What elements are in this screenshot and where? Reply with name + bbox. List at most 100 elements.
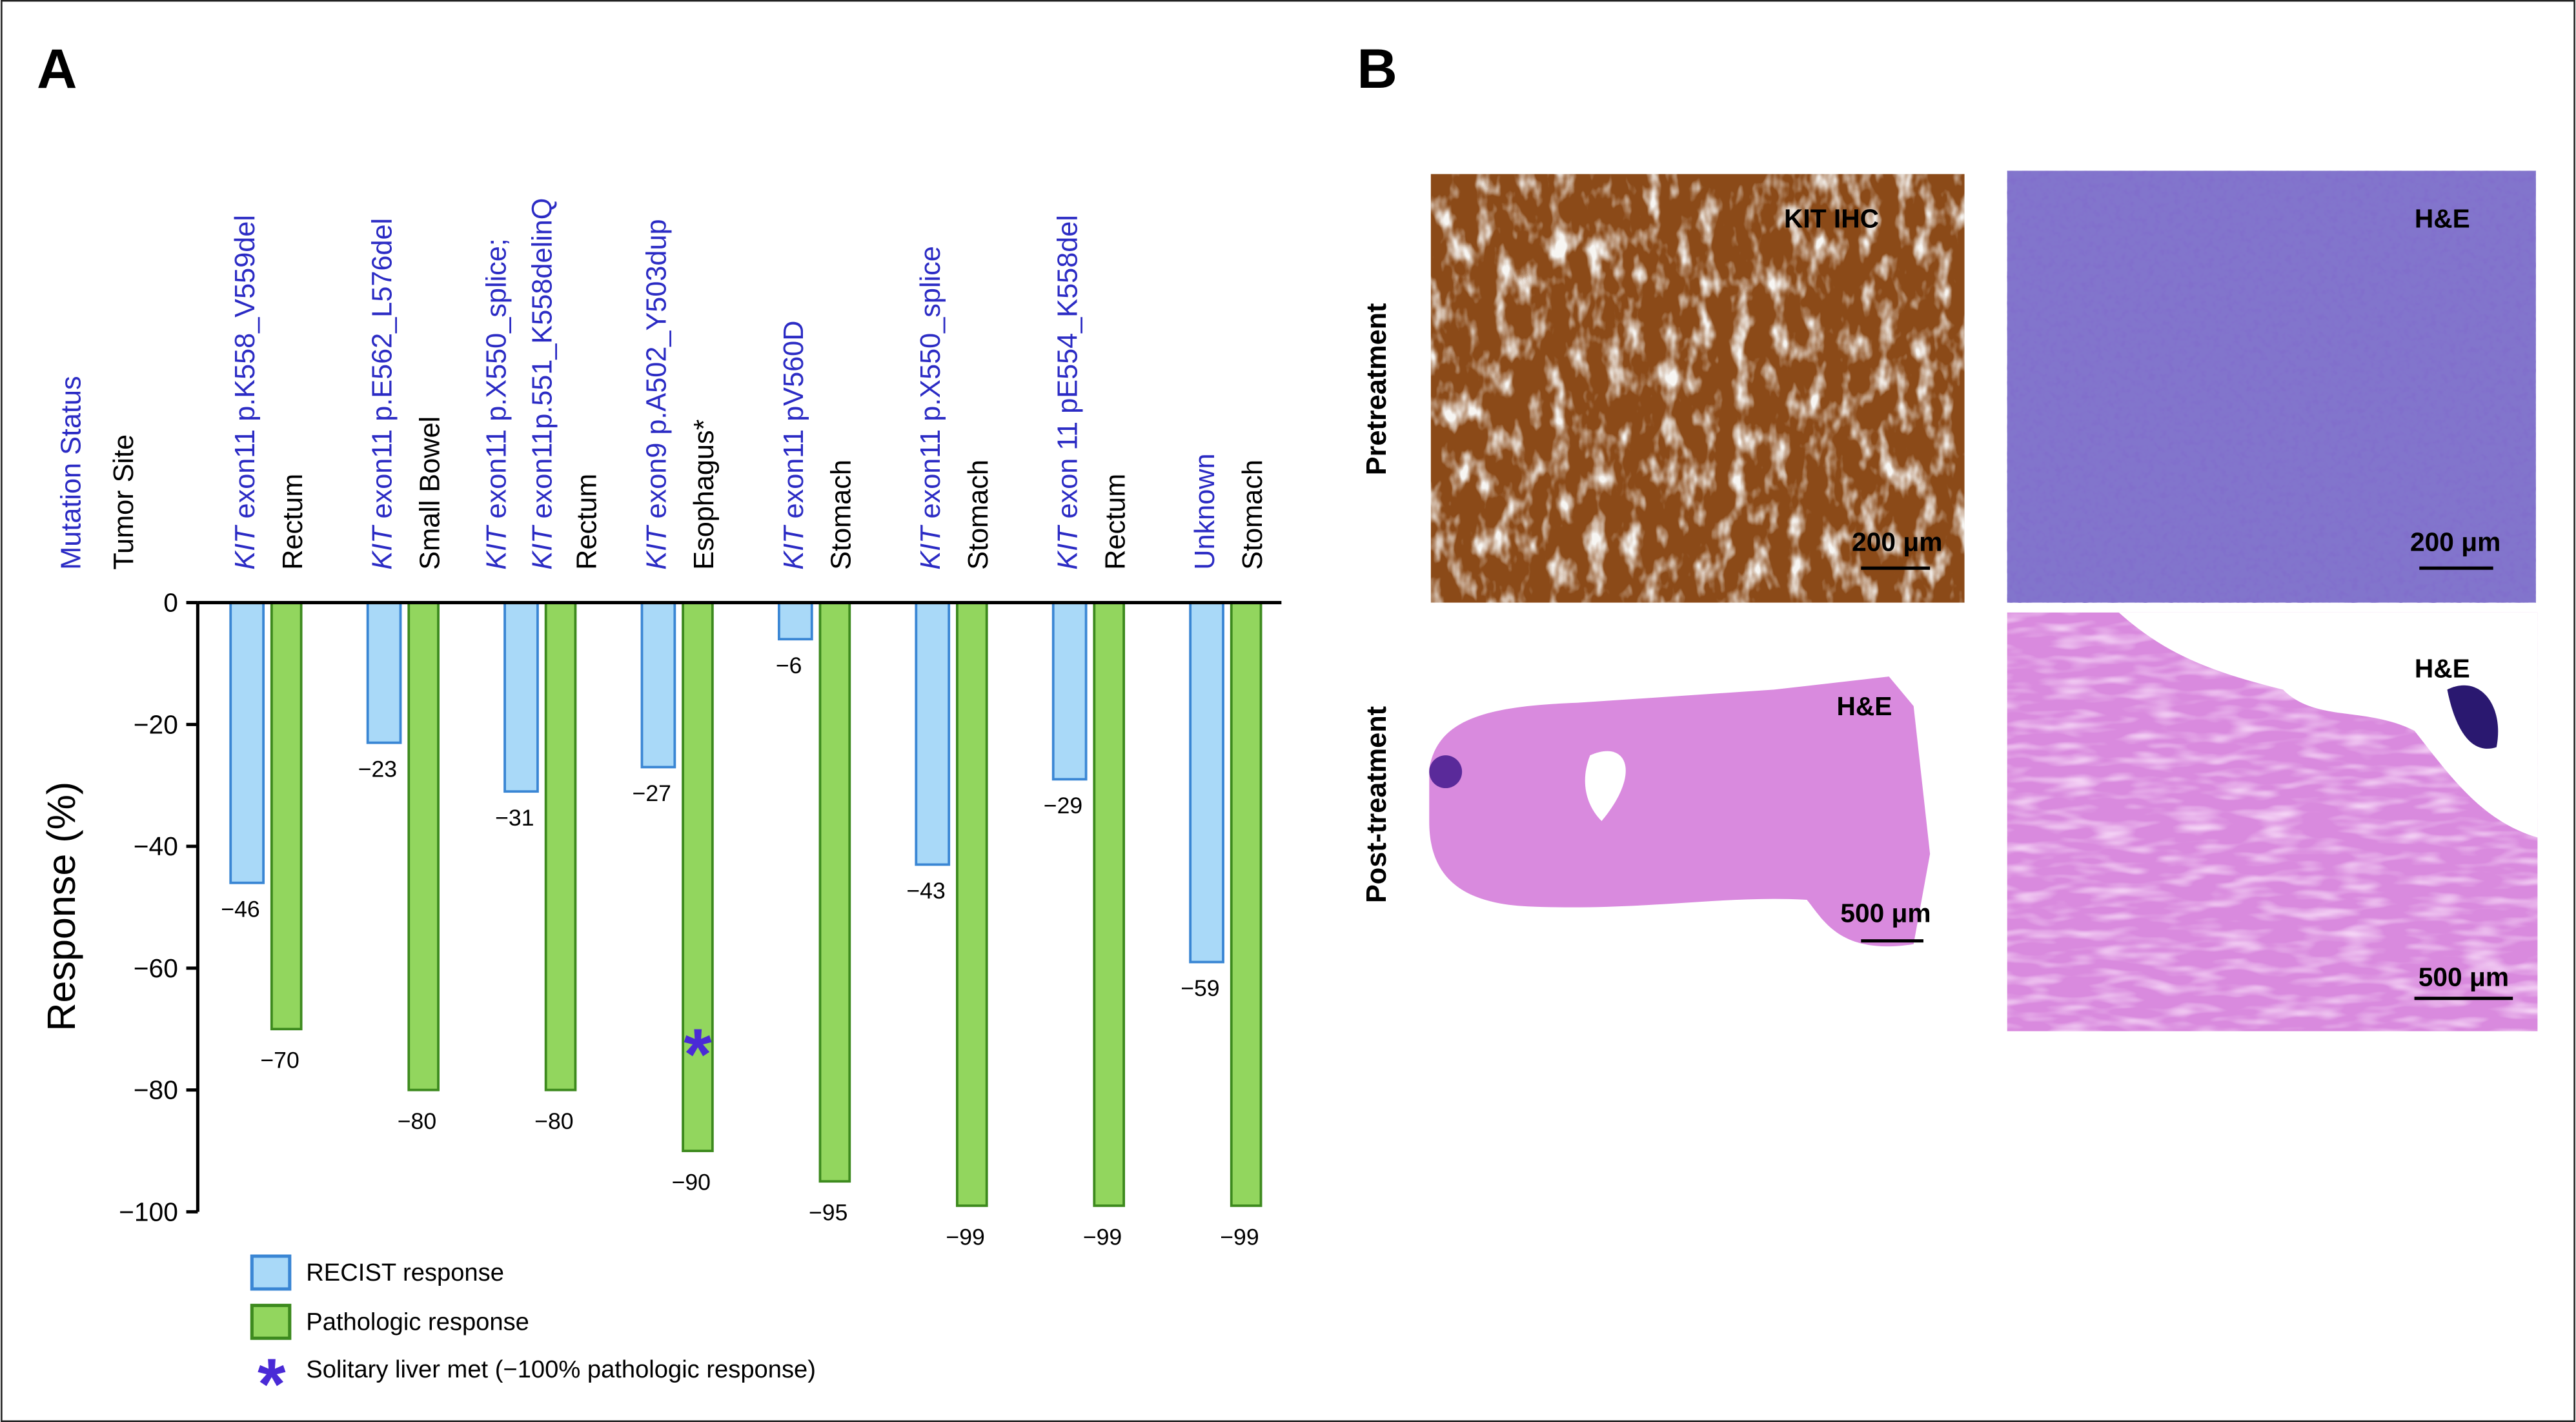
image <box>2118 612 2538 838</box>
bar <box>407 601 440 1092</box>
tumor-site-label: Rectum <box>278 474 309 570</box>
tumor-site-label: Stomach <box>826 460 857 570</box>
y-tick-label: −80 <box>134 1075 178 1105</box>
y-tick-label: −100 <box>119 1197 178 1226</box>
image-label: H&E <box>2415 203 2470 233</box>
label-part: KIT <box>367 525 398 570</box>
x-tick-label: KIT exon11 pV560D <box>778 321 809 570</box>
x-tick-label: KIT exon11 p.X550_splice; KIT exon11p.55… <box>481 198 558 570</box>
bar <box>682 601 714 1152</box>
bar <box>1051 601 1088 781</box>
y-tick-label: −20 <box>134 709 178 739</box>
bar <box>1189 601 1224 964</box>
value-label: −29 <box>1044 793 1082 818</box>
label-part: exon11 pV560D <box>778 321 809 527</box>
label-part: KIT <box>641 525 672 570</box>
value-label: −46 <box>221 896 259 922</box>
x-tick-label: KIT exon11 p.K558_V559del <box>230 215 261 570</box>
y-axis-label: Response (%) <box>39 782 83 1031</box>
x-tick-label: Unknown <box>1190 453 1221 569</box>
x-tick-label: KIT exon 11 pE554_K558del <box>1053 215 1084 570</box>
label-part: exon11 p.X550_splice <box>915 246 946 526</box>
tumor-site-label: Stomach <box>1237 460 1268 570</box>
bar <box>270 601 303 1031</box>
value-label: −95 <box>809 1200 847 1226</box>
value-label: −99 <box>1220 1224 1259 1250</box>
bar <box>640 601 676 769</box>
y-tick-label: −60 <box>134 953 178 983</box>
legend-swatch <box>250 1303 292 1340</box>
bar <box>503 601 539 793</box>
bar <box>544 601 577 1092</box>
label-part: KIT <box>481 525 512 570</box>
value-label: −27 <box>633 780 671 806</box>
value-label: −99 <box>946 1224 984 1250</box>
legend-label: Pathologic response <box>306 1308 529 1336</box>
micrographs <box>1429 170 2538 1031</box>
bar <box>915 601 951 866</box>
image-label: H&E <box>2415 653 2470 683</box>
label-part: KIT <box>1053 525 1084 570</box>
value-label: −70 <box>260 1048 299 1073</box>
scale-label: 500 μm <box>2419 962 2509 992</box>
label-part: exon11 p.E562_L576del <box>367 218 398 527</box>
value-label: −6 <box>776 653 802 678</box>
tumor-site-label: Esophagus* <box>689 419 720 569</box>
value-label: −59 <box>1181 975 1219 1001</box>
scale-label: 200 μm <box>2410 527 2500 556</box>
tumor-site-label: Stomach <box>963 460 994 570</box>
bar <box>1093 601 1126 1207</box>
label-part: exon11 p.K558_V559del <box>230 215 261 526</box>
x-tick-label: KIT exon9 p.A502_Y503dup <box>641 219 672 569</box>
tumor-site-label: Rectum <box>571 474 602 570</box>
annotation-marker: * <box>684 1014 712 1095</box>
image <box>1585 751 1626 821</box>
value-label: −80 <box>534 1108 573 1134</box>
value-label: −23 <box>358 756 397 782</box>
image <box>2447 685 2499 749</box>
label-part: exon11p.551_K558delinQ <box>527 198 558 527</box>
bar <box>818 601 851 1183</box>
image-label: KIT IHC <box>1784 203 1879 233</box>
x-tick-label: KIT exon11 p.X550_splice <box>915 246 946 570</box>
label-part: KIT <box>527 525 558 570</box>
bar <box>956 601 988 1207</box>
label-part: KIT <box>778 525 809 570</box>
image-texture <box>2007 170 2536 603</box>
bar <box>229 601 265 884</box>
image-texture <box>1430 174 1965 603</box>
label-part: exon11 p.X550_splice; <box>481 230 512 526</box>
label-part: Unknown <box>1190 453 1221 569</box>
scale-label: 500 μm <box>1840 898 1931 928</box>
row-label: Pretreatment <box>1361 303 1392 476</box>
legend-label: RECIST response <box>306 1259 504 1286</box>
bar <box>366 601 402 744</box>
value-label: −43 <box>906 878 945 904</box>
y-tick-label: 0 <box>163 588 178 618</box>
value-label: −99 <box>1083 1224 1122 1250</box>
bar <box>777 601 813 641</box>
image <box>1429 755 1463 789</box>
legend-marker: * <box>258 1344 286 1422</box>
row-label: Post-treatment <box>1361 706 1392 903</box>
y-tick-label: −40 <box>134 831 178 861</box>
label-part: KIT <box>230 525 261 570</box>
label-part: exon 11 pE554_K558del <box>1053 215 1084 526</box>
tumor-site-label: Small Bowel <box>414 416 445 570</box>
image-label: H&E <box>1836 691 1892 721</box>
legend-label: Solitary liver met (−100% pathologic res… <box>306 1356 816 1383</box>
legend-swatch <box>250 1254 292 1291</box>
value-label: −80 <box>398 1108 436 1134</box>
scale-label: 200 μm <box>1852 527 1942 556</box>
header-label: Mutation Status <box>56 376 86 569</box>
value-label: −31 <box>495 805 534 831</box>
header-label: Tumor Site <box>108 434 139 570</box>
bar <box>1230 601 1263 1207</box>
tumor-site-label: Rectum <box>1100 474 1131 570</box>
image <box>1429 676 1931 947</box>
x-tick-label: KIT exon11 p.E562_L576del <box>367 218 398 570</box>
label-part: KIT <box>915 525 946 570</box>
label-part: exon9 p.A502_Y503dup <box>641 219 672 526</box>
panel-label: B <box>1357 38 1397 100</box>
